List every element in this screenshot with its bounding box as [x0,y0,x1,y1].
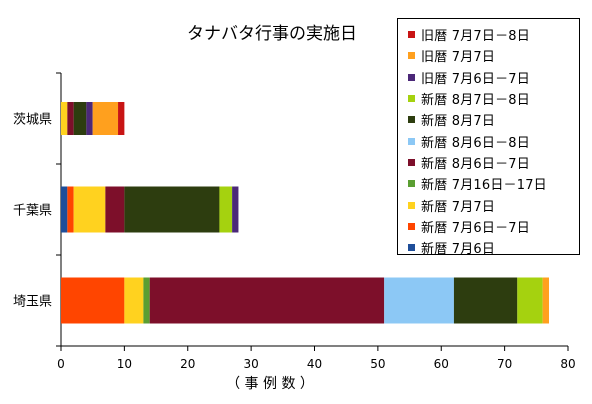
legend-swatch [408,244,415,252]
bar-segment [86,102,93,135]
bar-segment [92,102,119,135]
legend-label: 新暦 8月6日－8日 [421,135,530,151]
bar-segment [67,102,74,135]
legend-swatch [408,52,415,60]
legend-label: 新暦 7月16日－17日 [421,178,547,194]
x-tick-label: 40 [307,357,322,371]
bar-segment [143,277,150,324]
legend-label: 旧暦 7月7日 [421,50,496,66]
x-tick-label: 60 [434,357,449,371]
chart-title: タナバタ行事の実施日 [187,24,357,44]
legend-swatch [408,137,415,145]
legend-item: 新暦 7月16日－17日 [408,173,579,194]
bar-segment [105,186,125,233]
x-tick-label: 20 [180,357,195,371]
bar-segment [149,277,385,324]
legend-item: 旧暦 7月7日 [408,45,579,66]
x-tick-label: 50 [370,357,385,371]
category-label: 千葉県 [13,204,52,219]
legend-swatch [408,158,415,166]
legend-item: 新暦 8月6日－7日 [408,152,579,173]
legend-item: 新暦 8月6日－8日 [408,130,579,151]
x-axis-label: （ 事 例 数 ） [226,376,314,392]
bar-segment [384,277,454,324]
bar-segment [517,277,543,324]
legend-label: 新暦 8月7日－8日 [421,93,530,109]
bar-segment [61,277,125,324]
legend-swatch [408,95,415,103]
x-tick-label: 30 [243,357,258,371]
legend-label: 新暦 8月6日－7日 [421,156,530,172]
bar-segment [61,102,68,135]
legend-swatch [408,222,415,230]
legend-label: 新暦 7月7日 [421,199,496,215]
bar-segment [124,277,144,324]
legend-item: 新暦 8月7日－8日 [408,88,579,109]
bar-segment [67,186,74,233]
x-tick-label: 0 [57,357,65,371]
x-tick-label: 80 [560,357,575,371]
category-label: 茨城県 [13,113,52,128]
bar-segment [73,102,87,135]
legend-swatch [408,180,415,188]
legend-swatch [408,73,415,81]
legend-label: 新暦 7月6日－7日 [421,220,530,236]
bar-segment [453,277,518,324]
legend-label: 旧暦 7月7日－8日 [421,29,530,45]
legend-item: 新暦 7月7日 [408,194,579,215]
bar-segment [219,186,233,233]
bar-segment [124,186,220,233]
legend-item: 旧暦 7月7日－8日 [408,24,579,45]
legend: 旧暦 7月7日－8日 旧暦 7月7日 旧暦 7月6日－7日 新暦 8月7日－8日 新暦 … [397,18,580,258]
bar-segment [73,186,106,233]
legend-swatch [408,116,415,124]
bar-segment [542,277,549,324]
x-tick-label: 70 [497,357,512,371]
bar-segment [61,186,68,233]
x-tick-label: 10 [117,357,132,371]
legend-swatch [408,201,415,209]
legend-label: 旧暦 7月6日－7日 [421,71,530,87]
bar-segment [118,102,125,135]
legend-item: 新暦 7月6日－7日 [408,216,579,237]
legend-swatch [408,31,415,39]
legend-item: 旧暦 7月6日－7日 [408,67,579,88]
legend-item: 新暦 8月7日 [408,109,579,130]
bar-segment [232,186,239,233]
category-label: 埼玉県 [13,295,52,310]
legend-label: 新暦 7月6日 [421,242,496,258]
legend-item: 新暦 7月6日 [408,237,579,258]
legend-label: 新暦 8月7日 [421,114,496,130]
